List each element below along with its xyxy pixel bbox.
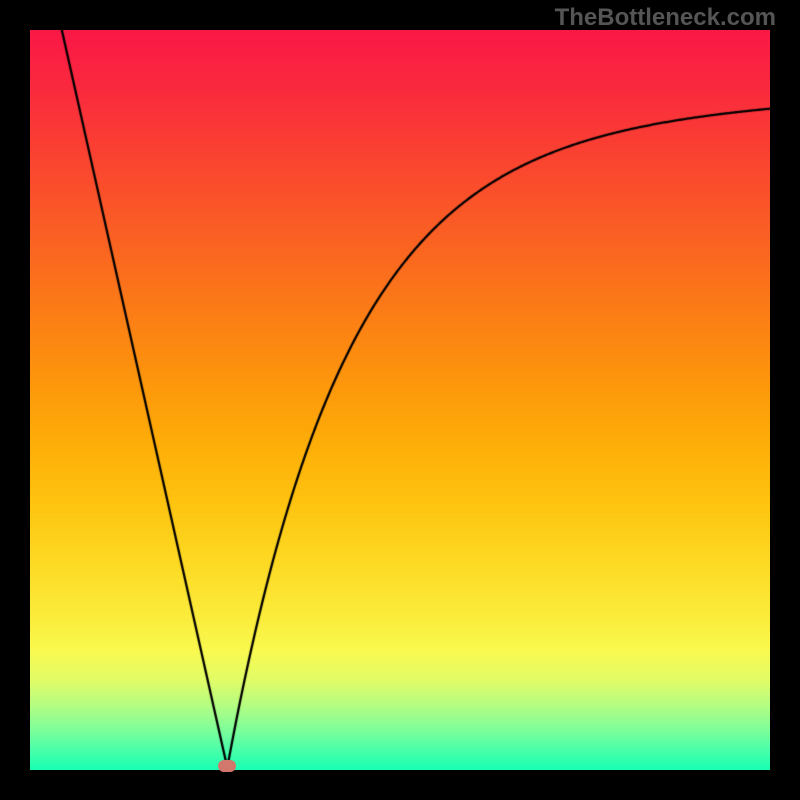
bottleneck-curve-chart bbox=[30, 30, 770, 770]
watermark-text: TheBottleneck.com bbox=[555, 4, 776, 32]
optimum-marker bbox=[218, 760, 236, 772]
